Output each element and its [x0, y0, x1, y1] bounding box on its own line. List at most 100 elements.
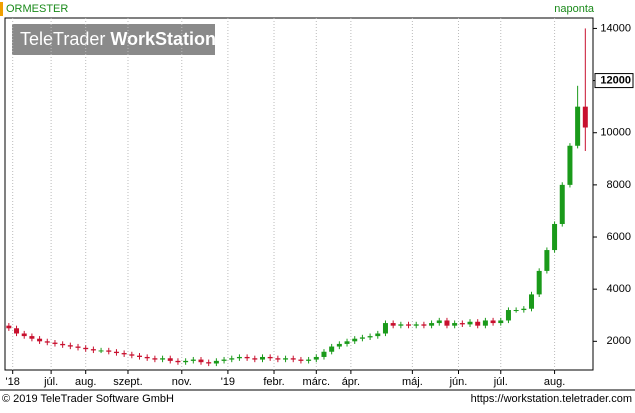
candle-body [75, 346, 81, 348]
x-tick-label: ápr. [342, 376, 360, 388]
candle-body [306, 359, 312, 361]
plot-frame [4, 17, 594, 371]
x-tick-label: júl. [493, 376, 508, 388]
candle-body [52, 342, 58, 344]
candle-body [490, 320, 496, 324]
candle-body [575, 106, 581, 146]
x-tick-label: aug. [544, 376, 565, 388]
y-tick-label: 12000 [600, 74, 631, 86]
candle-body [90, 349, 96, 351]
candle-body [190, 359, 196, 361]
x-tick-label: nov. [172, 376, 192, 388]
candle-body [344, 341, 350, 344]
candle-body [544, 250, 550, 271]
candle-body [298, 359, 304, 361]
candle-body [582, 106, 588, 128]
candle-body [552, 223, 558, 251]
y-tick-label: 10000 [600, 127, 631, 139]
candle-body [406, 324, 412, 326]
candle-body [529, 294, 535, 309]
candle-body [290, 358, 296, 360]
candle-body [313, 356, 319, 360]
candle-body [183, 360, 189, 363]
tick-highlight [594, 73, 634, 89]
x-tick-label: febr. [263, 376, 284, 388]
candle-body [429, 323, 435, 326]
x-tick-label: szept. [113, 376, 142, 388]
candle-body [236, 356, 242, 359]
candle-body [467, 321, 473, 325]
candle-body [213, 360, 219, 364]
candle-body [167, 358, 173, 361]
x-tick-label: jún. [449, 376, 468, 388]
candle-body [83, 347, 89, 350]
candle-body [60, 343, 66, 346]
candle-body [206, 362, 212, 364]
interval: naponta [554, 3, 595, 15]
candle-body [229, 358, 235, 360]
x-tick-label: júl. [43, 376, 58, 388]
candle-body [252, 358, 258, 360]
candle-body [382, 323, 388, 334]
candle-body [6, 325, 12, 329]
candle-body [121, 353, 127, 355]
x-tick-label: '19 [221, 376, 235, 388]
candle-body [29, 336, 35, 339]
candle-body [152, 358, 158, 360]
candle-body [267, 356, 273, 359]
candle-body [375, 333, 381, 337]
candle-body [436, 320, 442, 324]
candle-body [144, 356, 150, 359]
y-tick-label: 8000 [607, 179, 631, 191]
logo: TeleTrader WorkStation [20, 29, 216, 49]
instrument-marker [0, 2, 3, 16]
instrument-name: ORMESTER [6, 3, 68, 15]
y-tick-label: 4000 [607, 283, 631, 295]
candle-body [321, 351, 327, 357]
candle-body [244, 356, 250, 359]
logo-part: TeleTrader [20, 29, 105, 49]
candle-body [498, 320, 504, 324]
candle-body [106, 350, 112, 352]
candle-body [459, 323, 465, 325]
candle-body [413, 324, 419, 326]
x-tick-label: máj. [402, 376, 423, 388]
candle-body [536, 270, 542, 295]
candle-body [352, 338, 358, 342]
candle-body [336, 343, 342, 347]
x-tick-label: márc. [303, 376, 331, 388]
candle-body [390, 323, 396, 326]
copyright: © 2019 TeleTrader Software GmbH [2, 393, 174, 405]
candle-body [67, 345, 73, 347]
candle-body [567, 145, 573, 185]
candle-body [175, 360, 181, 363]
candle-body [137, 355, 143, 357]
candle-body [444, 320, 450, 326]
candle-body [421, 324, 427, 326]
candle-body [44, 341, 50, 343]
logo-box [12, 24, 215, 55]
y-tick-label: 2000 [607, 335, 631, 347]
x-tick-label: '18 [6, 376, 20, 388]
candle-body [160, 358, 166, 360]
x-tick-label: aug. [75, 376, 96, 388]
logo-part: WorkStation [110, 29, 216, 49]
candle-body [275, 358, 281, 360]
candle-body [398, 324, 404, 326]
candle-body [482, 320, 488, 326]
y-tick-label: 14000 [600, 22, 631, 34]
candle-body [14, 328, 20, 334]
candle-body [283, 358, 289, 360]
candle-body [37, 338, 43, 342]
candle-body [329, 346, 335, 352]
candle-body [559, 184, 565, 224]
url: https://workstation.teletrader.com [471, 393, 632, 405]
candle-body [21, 333, 27, 337]
candle-body [221, 359, 227, 361]
candle-body [367, 336, 373, 338]
candle-body [521, 308, 527, 311]
candle-body [98, 350, 104, 352]
candle-body [475, 321, 481, 326]
